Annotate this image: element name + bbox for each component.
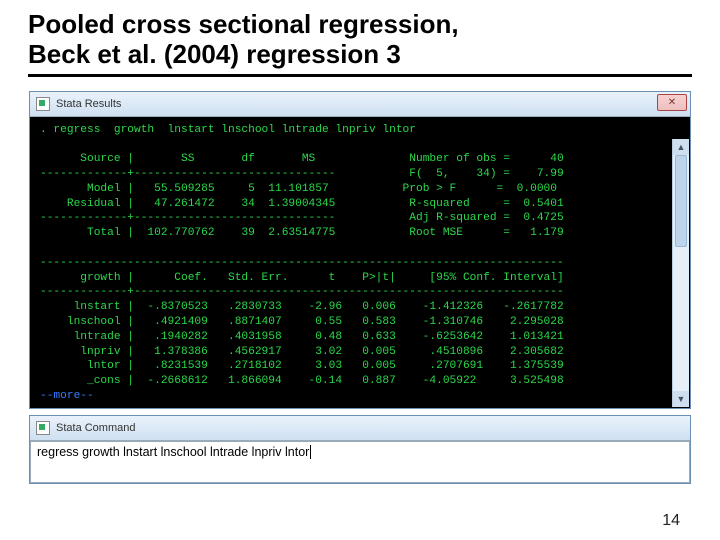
stat-adjr2: Adj R-squared = 0.4725: [409, 212, 563, 224]
coef-lnstart: lnstart | -.8370523 .2830733 -2.96 0.006…: [40, 301, 564, 313]
results-scrollbar[interactable]: ▲ ▼: [672, 139, 689, 407]
scroll-up-icon[interactable]: ▲: [673, 139, 689, 155]
stat-f: F( 5, 34) = 7.99: [409, 168, 563, 180]
stat-r2: R-squared = 0.5401: [409, 198, 563, 210]
title-line-2: Beck et al. (2004) regression 3: [28, 39, 401, 69]
coef-cons: _cons | -.2668612 1.866094 -0.14 0.887 -…: [40, 375, 564, 387]
coef-top-rule: ----------------------------------------…: [40, 257, 564, 269]
cmd-echo: . regress growth lnstart lnschool lntrad…: [40, 124, 416, 136]
stat-probf: Prob > F = 0.0000: [403, 183, 557, 195]
page-number: 14: [662, 512, 680, 530]
close-icon[interactable]: ✕: [657, 94, 687, 111]
coef-lnschool: lnschool | .4921409 .8871407 0.55 0.583 …: [40, 316, 564, 328]
coef-header: growth | Coef. Std. Err. t P>|t| [95% Co…: [40, 272, 564, 284]
stata-icon: [36, 97, 50, 111]
anova-residual: Residual | 47.261472 34 1.39004345: [40, 198, 335, 210]
slide-title: Pooled cross sectional regression, Beck …: [28, 10, 692, 70]
stat-rmse: Root MSE = 1.179: [409, 227, 563, 239]
results-body: . regress growth lnstart lnschool lntrad…: [30, 117, 690, 408]
coef-lnpriv: lnpriv | 1.378386 .4562917 3.02 0.005 .4…: [40, 346, 564, 358]
coef-lntor: lntor | .8231539 .2718102 3.03 0.005 .27…: [40, 360, 564, 372]
anova-total: Total | 102.770762 39 2.63514775: [40, 227, 335, 239]
stat-nobs: Number of obs = 40: [409, 153, 563, 165]
coef-lntrade: lntrade | .1940282 .4031958 0.48 0.633 -…: [40, 331, 564, 343]
anova-rule: -------------+--------------------------…: [40, 168, 335, 180]
results-titlebar[interactable]: Stata Results ✕: [30, 92, 690, 117]
coef-rule: -------------+--------------------------…: [40, 286, 564, 298]
anova-model: Model | 55.509285 5 11.101857: [40, 183, 335, 195]
stata-icon: [36, 421, 50, 435]
title-underline: [28, 74, 692, 77]
scroll-down-icon[interactable]: ▼: [673, 391, 689, 407]
title-line-1: Pooled cross sectional regression,: [28, 9, 459, 39]
command-title-text: Stata Command: [56, 422, 135, 434]
scroll-thumb[interactable]: [675, 155, 687, 247]
results-title-text: Stata Results: [56, 98, 121, 110]
slide: Pooled cross sectional regression, Beck …: [0, 0, 720, 540]
anova-rule2: -------------+--------------------------…: [40, 212, 335, 224]
results-terminal[interactable]: . regress growth lnstart lnschool lntrad…: [30, 117, 690, 408]
stata-results-window: Stata Results ✕ . regress growth lnstart…: [29, 91, 691, 409]
command-input-area[interactable]: regress growth lnstart lnschool lntrade …: [30, 441, 690, 483]
stata-command-window: Stata Command regress growth lnstart lns…: [29, 415, 691, 484]
more-prompt[interactable]: --more--: [40, 390, 94, 402]
command-titlebar[interactable]: Stata Command: [30, 416, 690, 441]
anova-header: Source | SS df MS: [40, 153, 335, 165]
text-caret: [310, 445, 311, 459]
command-input[interactable]: regress growth lnstart lnschool lntrade …: [37, 445, 309, 459]
